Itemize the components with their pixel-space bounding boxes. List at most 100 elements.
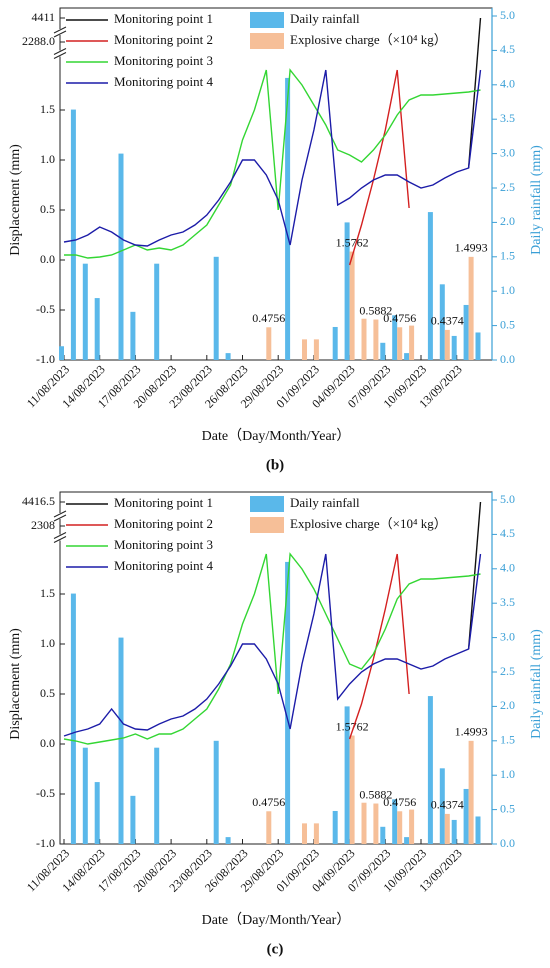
axis-break-mark	[53, 26, 67, 34]
data-label: 1.4993	[455, 241, 488, 255]
data-label: 0.4374	[431, 798, 464, 812]
y-tick-label: 1.0	[40, 636, 55, 650]
bar	[361, 318, 367, 360]
bar	[130, 795, 136, 844]
data-label: 0.5882	[359, 787, 392, 801]
y-tick-label: 4411	[31, 10, 55, 24]
bar	[285, 77, 291, 361]
y2-tick-label: 4.5	[500, 526, 515, 540]
x-axis-title: Date（Day/Month/Year）	[202, 428, 351, 444]
axis-break-mark	[53, 48, 67, 55]
bar	[439, 284, 445, 360]
axis-break-mark	[53, 514, 67, 522]
bar	[82, 263, 88, 360]
axis-break-mark	[53, 30, 67, 38]
bar	[451, 819, 457, 844]
bar	[313, 339, 319, 360]
bar	[380, 342, 386, 360]
axis-break-gap	[54, 29, 66, 35]
y2-tick-label: 5.0	[500, 492, 515, 506]
bar	[475, 332, 481, 360]
data-label: 0.4756	[252, 311, 285, 325]
panel-caption: (b)	[266, 457, 284, 473]
bar	[427, 696, 433, 844]
bar	[397, 327, 403, 360]
line-series	[348, 553, 410, 740]
y-tick-label: 4416.5	[22, 494, 55, 508]
y2-tick-label: 2.5	[500, 664, 515, 678]
data-label: 1.5762	[336, 235, 369, 249]
line-series	[63, 553, 482, 737]
line-series	[63, 69, 482, 247]
bar	[463, 788, 469, 844]
axis-break-mark	[53, 536, 67, 543]
legend-swatch	[250, 33, 284, 49]
bar	[397, 811, 403, 844]
bar	[373, 319, 379, 360]
y2-tick-label: 2.5	[500, 180, 515, 194]
bar	[392, 799, 398, 844]
y2-axis-title: Daily rainfall (mm)	[529, 145, 544, 255]
bar	[118, 153, 124, 360]
bar	[344, 222, 350, 360]
line-series	[64, 68, 481, 259]
y2-tick-label: 3.0	[500, 145, 515, 159]
bar	[475, 816, 481, 844]
legend-label: Monitoring point 4	[114, 74, 213, 89]
y2-axis-title: Daily rainfall (mm)	[529, 629, 544, 739]
data-label: 1.4993	[455, 725, 488, 739]
bar	[349, 735, 355, 844]
legend-label: Monitoring point 3	[114, 53, 213, 68]
axis-break-mark	[53, 510, 67, 518]
bar	[313, 823, 319, 844]
bar	[409, 325, 415, 360]
bar	[302, 823, 307, 844]
y2-tick-label: 2.0	[500, 698, 515, 712]
legend-label: Monitoring point 1	[114, 495, 213, 510]
bar	[59, 346, 64, 360]
bar	[373, 803, 379, 844]
axis-break-gap	[54, 534, 66, 541]
y2-tick-label: 0.5	[500, 317, 515, 331]
bar	[118, 637, 124, 844]
bar	[225, 837, 231, 844]
legend-label: Monitoring point 3	[114, 537, 213, 552]
bar	[266, 811, 272, 844]
bar	[94, 782, 100, 844]
bar	[404, 837, 410, 844]
bar	[409, 809, 415, 844]
bar	[427, 212, 433, 360]
data-label: 0.4374	[431, 314, 464, 328]
bar	[468, 740, 474, 844]
y2-tick-label: 1.0	[500, 283, 515, 297]
y-tick-label: -1.0	[36, 836, 55, 850]
legend-label: Explosive charge（×10⁴ kg）	[290, 516, 447, 531]
bar	[451, 335, 457, 360]
axis-break-gap	[54, 50, 66, 57]
line-series	[348, 69, 410, 266]
data-label: 0.5882	[359, 303, 392, 317]
y2-tick-label: 4.5	[500, 42, 515, 56]
y-tick-label: -0.5	[36, 302, 55, 316]
legend-label: Monitoring point 2	[114, 516, 213, 531]
bar	[444, 813, 450, 844]
bar	[332, 326, 338, 360]
y2-tick-label: 1.0	[500, 767, 515, 781]
x-axis-title: Date（Day/Month/Year）	[202, 912, 351, 928]
legend-swatch	[250, 517, 284, 533]
legend-label: Monitoring point 1	[114, 11, 213, 26]
bar	[266, 327, 272, 360]
bar	[225, 353, 231, 360]
bar	[344, 706, 350, 844]
legend-label: Monitoring point 4	[114, 558, 213, 573]
bar	[70, 109, 76, 361]
line-series	[63, 552, 481, 745]
legend-label: Explosive charge（×10⁴ kg）	[290, 32, 447, 47]
bar	[70, 593, 76, 844]
y2-tick-label: 2.0	[500, 214, 515, 228]
bar	[463, 304, 469, 360]
y-tick-label: 0.0	[40, 252, 55, 266]
bar	[444, 329, 450, 360]
bar	[404, 353, 410, 360]
data-label: 0.4756	[383, 311, 416, 325]
